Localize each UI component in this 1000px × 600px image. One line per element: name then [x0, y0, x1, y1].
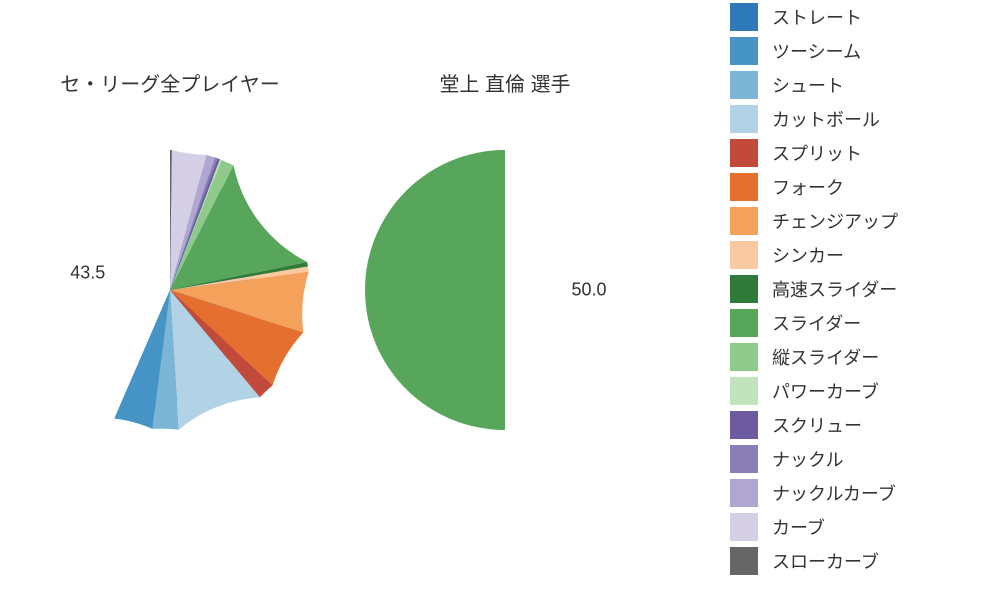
legend-swatch [730, 71, 758, 99]
legend-swatch [730, 445, 758, 473]
legend-swatch [730, 207, 758, 235]
legend-label: パワーカーブ [772, 378, 879, 404]
legend-item: カットボール [730, 102, 980, 136]
pie-chart [28, 148, 312, 432]
legend-item: ストレート [730, 0, 980, 34]
legend-item: スローカーブ [730, 544, 980, 578]
legend-label: ナックルカーブ [772, 480, 896, 506]
legend-swatch [730, 377, 758, 405]
chart-container: { "charts": [ { "title": "セ・リーグ全プレイヤー", … [0, 0, 1000, 600]
legend-item: ナックル [730, 442, 980, 476]
legend-label: シンカー [772, 242, 844, 268]
pie-slice [365, 150, 505, 430]
legend-label: 縦スライダー [772, 344, 879, 370]
legend-swatch [730, 309, 758, 337]
legend-item: パワーカーブ [730, 374, 980, 408]
legend-swatch [730, 343, 758, 371]
legend-label: カーブ [772, 514, 825, 540]
legend-swatch [730, 3, 758, 31]
legend-item: スプリット [730, 136, 980, 170]
legend-label: カットボール [772, 106, 880, 132]
legend-swatch [730, 173, 758, 201]
legend-label: シュート [772, 72, 844, 98]
legend-item: チェンジアップ [730, 204, 980, 238]
legend-item: シンカー [730, 238, 980, 272]
legend-swatch [730, 547, 758, 575]
legend-item: カーブ [730, 510, 980, 544]
legend-swatch [730, 479, 758, 507]
legend-item: 縦スライダー [730, 340, 980, 374]
legend-label: スライダー [772, 310, 861, 336]
legend-label: フォーク [772, 174, 844, 200]
legend-label: ツーシーム [772, 38, 861, 64]
legend-swatch [730, 105, 758, 133]
legend-swatch [730, 241, 758, 269]
legend-label: ナックル [772, 446, 843, 472]
legend-swatch [730, 37, 758, 65]
legend-swatch [730, 139, 758, 167]
chart-title: セ・リーグ全プレイヤー [20, 68, 320, 97]
legend-label: ストレート [772, 4, 862, 30]
legend-label: スクリュー [772, 412, 862, 438]
pie-chart [363, 148, 647, 432]
chart-title: 堂上 直倫 選手 [355, 68, 655, 97]
legend-label: スローカーブ [772, 548, 879, 574]
legend-item: ツーシーム [730, 34, 980, 68]
legend-swatch [730, 411, 758, 439]
legend: ストレートツーシームシュートカットボールスプリットフォークチェンジアップシンカー… [730, 0, 980, 578]
legend-item: 高速スライダー [730, 272, 980, 306]
legend-swatch [730, 513, 758, 541]
legend-swatch [730, 275, 758, 303]
legend-item: シュート [730, 68, 980, 102]
legend-label: スプリット [772, 140, 862, 166]
legend-item: スライダー [730, 306, 980, 340]
legend-label: チェンジアップ [772, 208, 898, 234]
legend-item: フォーク [730, 170, 980, 204]
legend-item: スクリュー [730, 408, 980, 442]
legend-item: ナックルカーブ [730, 476, 980, 510]
legend-label: 高速スライダー [772, 276, 897, 302]
